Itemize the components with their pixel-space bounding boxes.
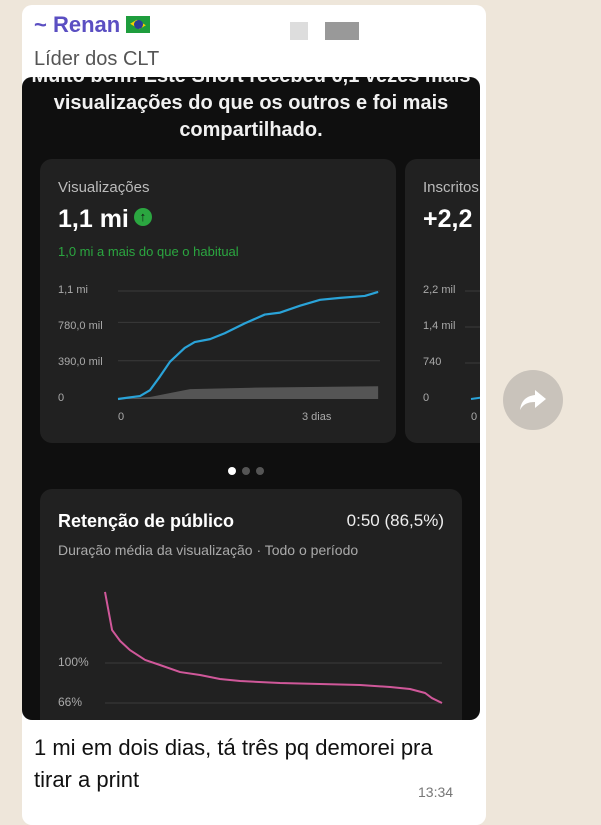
- attached-screenshot[interactable]: Muito bem! Este Short recebeu 6,1 vezes …: [22, 77, 480, 720]
- subscribers-card[interactable]: Inscritos +2,2 2,2 mil 1,4 mil 740 0 0: [405, 159, 480, 443]
- headline: Muito bem! Este Short recebeu 6,1 vezes …: [31, 77, 470, 141]
- y-tick: 0: [58, 392, 65, 404]
- y-tick: 0: [423, 392, 430, 404]
- subscribers-value: +2,2: [423, 205, 473, 233]
- views-card[interactable]: Visualizações 1,1 mi ↑ 1,0 mi a mais do q…: [40, 159, 396, 443]
- retention-line: [104, 591, 443, 704]
- carousel-dot[interactable]: [228, 467, 236, 475]
- views-comparison: 1,0 mi a mais do que o habitual: [58, 244, 239, 259]
- subscribers-chart: [465, 290, 480, 400]
- y-tick: 2,2 mil: [423, 284, 456, 296]
- y-tick: 1,1 mi: [58, 284, 88, 296]
- retention-subtitle: Duração média da visualização · Todo o p…: [58, 542, 359, 558]
- retention-card[interactable]: Retenção de público 0:50 (86,5%) Duração…: [40, 489, 462, 720]
- y-tick: 100%: [58, 655, 89, 669]
- message-text: 1 mi em dois dias, tá três pq demorei pr…: [34, 735, 433, 792]
- views-chart: [117, 290, 380, 401]
- retention-chart: [104, 591, 443, 704]
- views-title: Visualizações: [58, 179, 150, 196]
- redacted-block: [325, 22, 359, 40]
- y-tick: 66%: [58, 695, 83, 709]
- arrow-up-circle-icon: ↑: [133, 208, 152, 227]
- views-value: 1,1 mi ↑: [58, 205, 152, 234]
- retention-title: Retenção de público: [58, 511, 235, 531]
- forward-button[interactable]: [503, 370, 563, 430]
- forward-icon: [520, 390, 546, 410]
- views-line: [117, 290, 379, 401]
- y-tick: 740: [423, 356, 442, 368]
- subscribers-line: [470, 396, 480, 400]
- y-tick: 780,0 mil: [58, 320, 103, 332]
- carousel-dot[interactable]: [242, 467, 250, 475]
- x-tick: 3 dias: [302, 411, 332, 423]
- carousel-dot[interactable]: [256, 467, 264, 475]
- brazil-flag-icon: [126, 15, 151, 33]
- sender-subtitle: Líder dos CLT: [34, 48, 160, 70]
- retention-value: 0:50 (86,5%): [346, 511, 444, 530]
- message-time: 13:34: [418, 784, 454, 800]
- carousel-indicator[interactable]: [228, 462, 270, 480]
- x-tick: 0: [471, 411, 478, 423]
- x-tick: 0: [118, 411, 125, 423]
- subscribers-title: Inscritos: [423, 179, 479, 196]
- sender-name[interactable]: ~ Renan: [34, 12, 151, 38]
- typical-area: [118, 386, 379, 399]
- redacted-block: [290, 22, 308, 40]
- y-tick: 390,0 mil: [58, 356, 103, 368]
- y-tick: 1,4 mil: [423, 320, 456, 332]
